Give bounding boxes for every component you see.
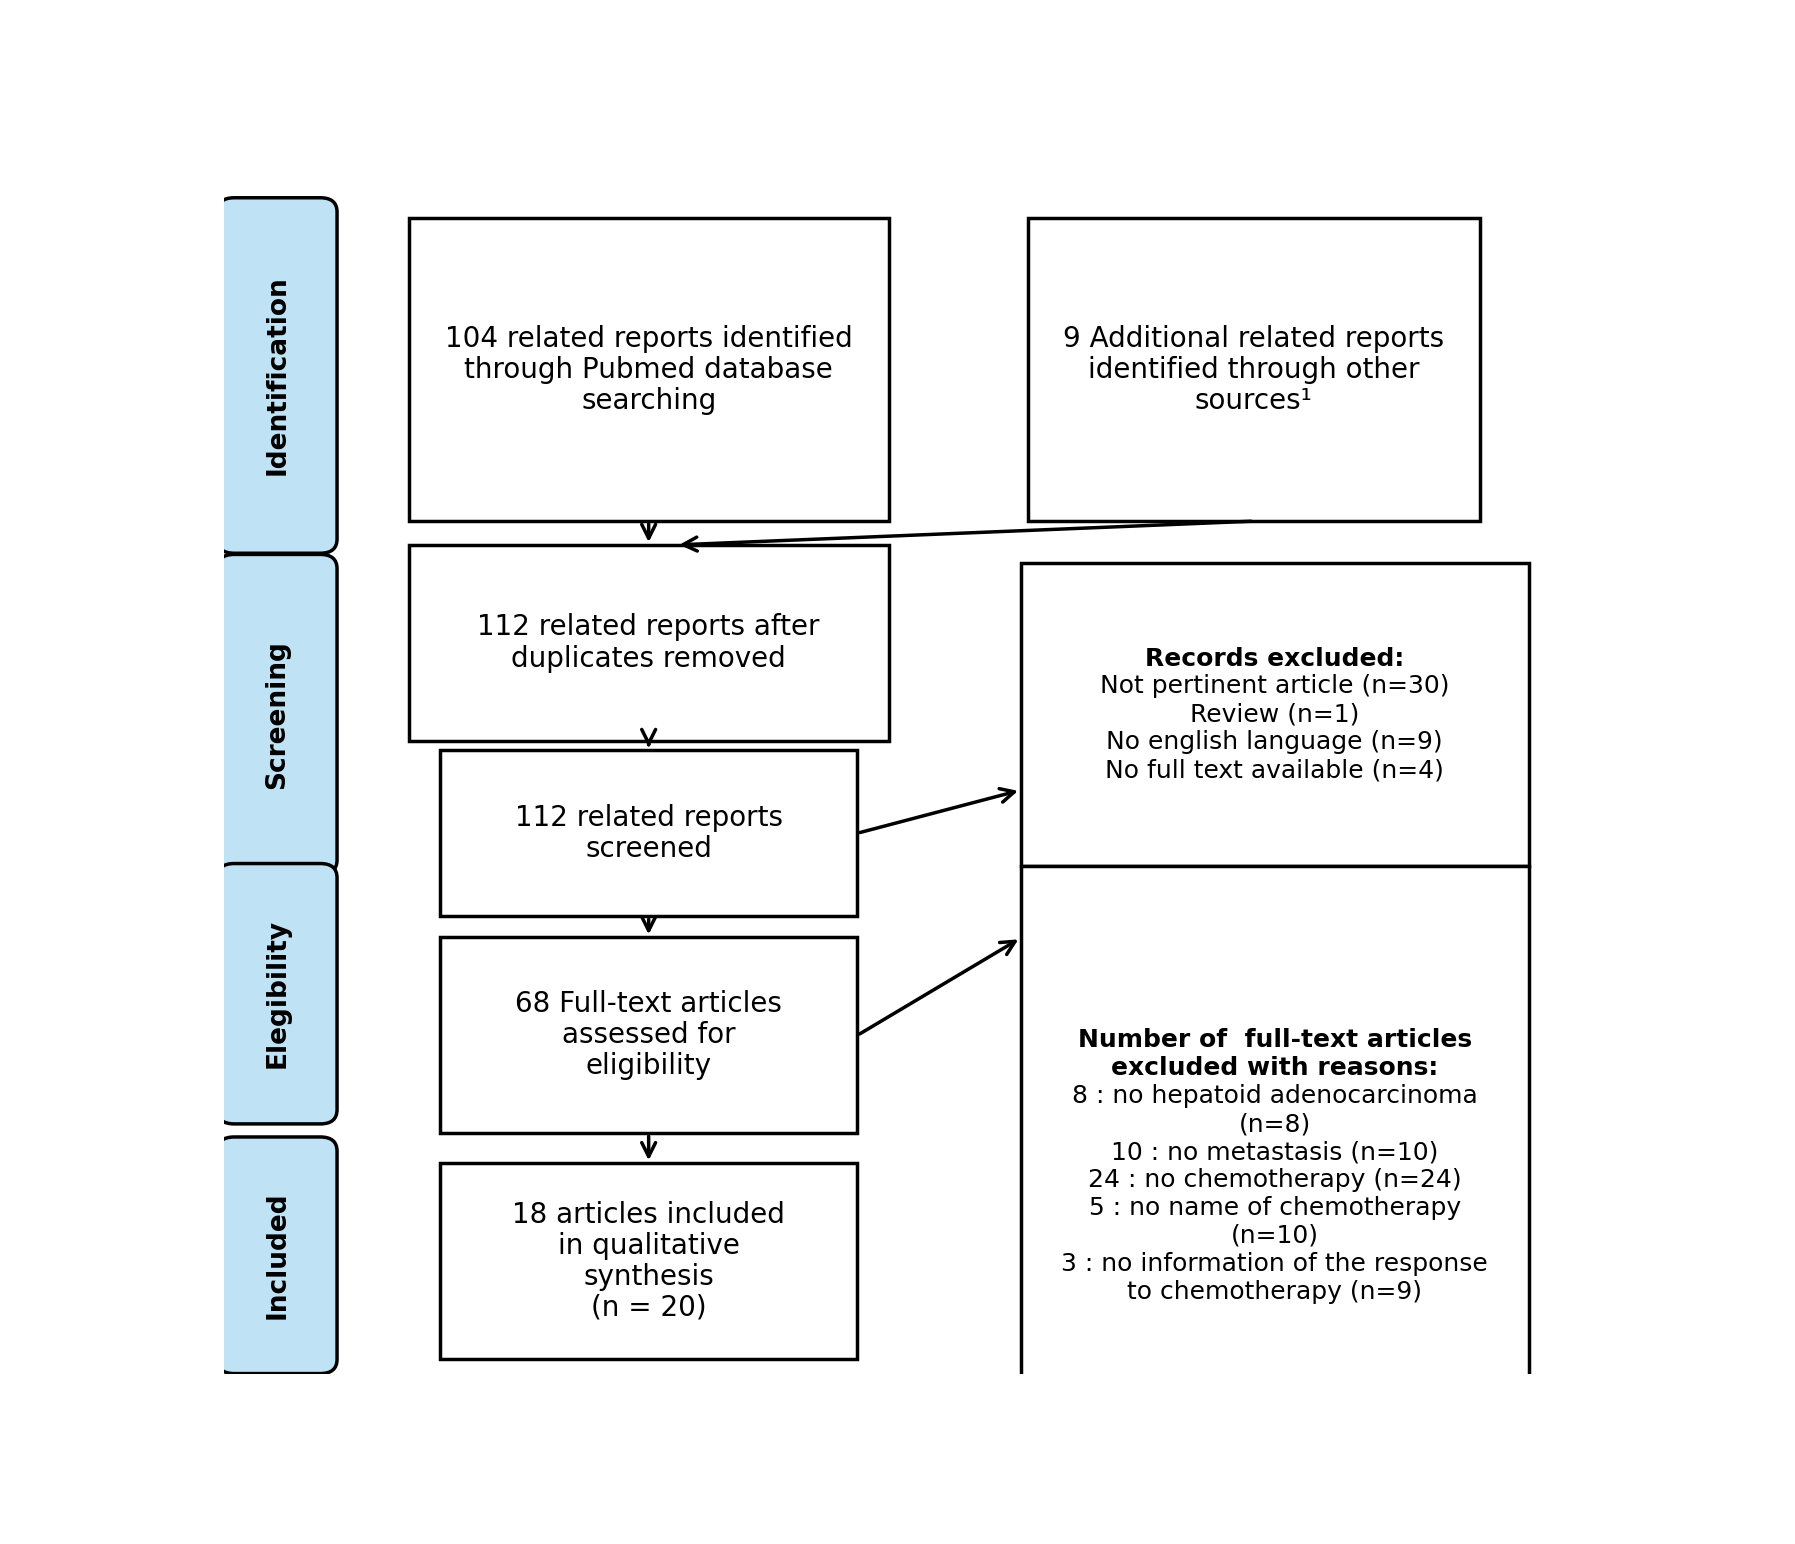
Text: 5 : no name of chemotherapy: 5 : no name of chemotherapy: [1088, 1197, 1461, 1220]
Text: Screening: Screening: [264, 639, 291, 789]
Bar: [1021, 562, 1529, 866]
Bar: [440, 750, 858, 917]
Text: (n=10): (n=10): [1231, 1224, 1319, 1248]
Text: Review (n=1): Review (n=1): [1190, 703, 1359, 726]
FancyBboxPatch shape: [217, 1136, 337, 1374]
Text: synthesis: synthesis: [583, 1263, 714, 1291]
Text: Records excluded:: Records excluded:: [1145, 647, 1404, 670]
Text: eligibility: eligibility: [585, 1053, 711, 1081]
Text: No full text available (n=4): No full text available (n=4): [1106, 758, 1445, 783]
Text: 104 related reports identified: 104 related reports identified: [445, 324, 853, 352]
Bar: [1021, 866, 1529, 1467]
FancyBboxPatch shape: [217, 554, 337, 874]
Bar: [1029, 218, 1479, 522]
Text: to chemotherapy (n=9): to chemotherapy (n=9): [1127, 1280, 1422, 1303]
Bar: [440, 937, 858, 1133]
Bar: [409, 218, 889, 522]
Text: through Pubmed database: through Pubmed database: [465, 355, 833, 383]
Text: Not pertinent article (n=30): Not pertinent article (n=30): [1100, 675, 1449, 698]
Text: assessed for: assessed for: [562, 1021, 736, 1050]
Bar: [409, 545, 889, 741]
Text: 24 : no chemotherapy (n=24): 24 : no chemotherapy (n=24): [1088, 1169, 1461, 1192]
Text: duplicates removed: duplicates removed: [512, 644, 786, 673]
Text: in qualitative: in qualitative: [558, 1232, 740, 1260]
Text: 9 Additional related reports: 9 Additional related reports: [1063, 324, 1445, 352]
Text: 68 Full-text articles: 68 Full-text articles: [515, 990, 783, 1019]
Text: Number of  full-text articles: Number of full-text articles: [1077, 1028, 1472, 1053]
Text: Elegibility: Elegibility: [264, 919, 291, 1068]
Text: 10 : no metastasis (n=10): 10 : no metastasis (n=10): [1111, 1139, 1438, 1164]
Text: searching: searching: [582, 386, 716, 415]
Text: sources¹: sources¹: [1195, 386, 1312, 415]
Text: 18 articles included: 18 articles included: [512, 1201, 784, 1229]
Bar: [440, 1163, 858, 1359]
Text: 8 : no hepatoid adenocarcinoma: 8 : no hepatoid adenocarcinoma: [1072, 1084, 1477, 1109]
Text: excluded with reasons:: excluded with reasons:: [1111, 1056, 1438, 1081]
Text: identified through other: identified through other: [1088, 355, 1420, 383]
Text: Included: Included: [264, 1192, 291, 1319]
FancyBboxPatch shape: [217, 863, 337, 1124]
Text: 112 related reports after: 112 related reports after: [477, 613, 820, 641]
Text: 3 : no information of the response: 3 : no information of the response: [1061, 1252, 1488, 1275]
Text: No english language (n=9): No english language (n=9): [1106, 730, 1443, 755]
Text: (n = 20): (n = 20): [591, 1294, 707, 1322]
Text: (n=8): (n=8): [1239, 1112, 1310, 1136]
Text: 112 related reports: 112 related reports: [515, 804, 783, 832]
Text: Identification: Identification: [264, 276, 291, 476]
FancyBboxPatch shape: [217, 198, 337, 553]
Text: screened: screened: [585, 835, 713, 863]
